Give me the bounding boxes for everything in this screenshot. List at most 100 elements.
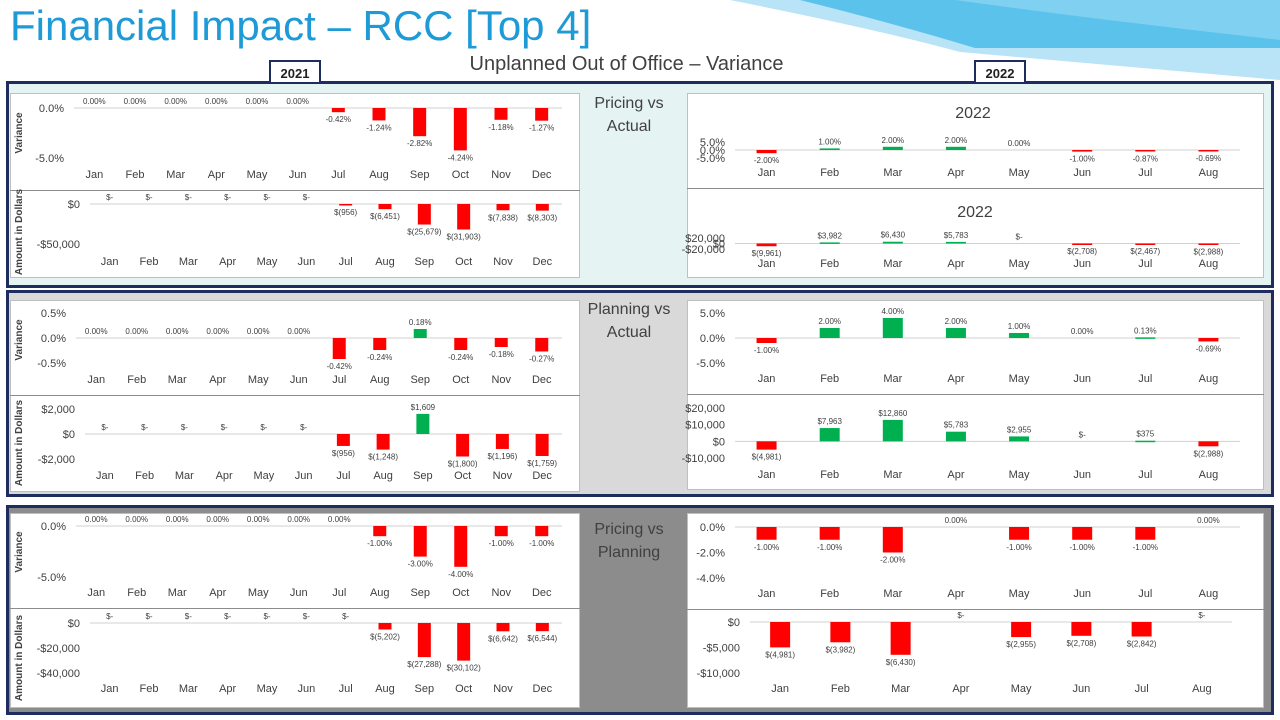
y-tick-label: 0.0% bbox=[700, 333, 725, 345]
y-tick-label: $0 bbox=[713, 436, 725, 448]
data-label: $- bbox=[185, 193, 192, 202]
data-label: 0.00% bbox=[287, 327, 310, 336]
bar bbox=[496, 623, 510, 632]
category-label: Mar bbox=[883, 588, 902, 600]
y-tick-label: $10,000 bbox=[685, 420, 725, 432]
category-label: Sep bbox=[413, 470, 433, 482]
section-title-line: Planning vs bbox=[587, 301, 671, 318]
y-tick-label: -$10,000 bbox=[682, 453, 725, 465]
bar bbox=[535, 526, 549, 537]
section-title-pricing-vs-planning: Pricing vs Planning bbox=[580, 518, 678, 564]
category-label: May bbox=[257, 256, 278, 268]
category-label: Oct bbox=[452, 587, 469, 599]
bar bbox=[1135, 337, 1156, 339]
data-label: $(956) bbox=[334, 208, 357, 217]
data-label: -0.24% bbox=[367, 353, 392, 362]
bar bbox=[819, 148, 840, 150]
category-label: Apr bbox=[947, 373, 964, 385]
category-label: Nov bbox=[491, 374, 511, 386]
category-label: Aug bbox=[1199, 258, 1219, 270]
category-label: Dec bbox=[533, 256, 553, 268]
data-label: 0.00% bbox=[287, 515, 310, 524]
data-label: -0.42% bbox=[327, 362, 352, 371]
data-label: $(2,708) bbox=[1066, 639, 1096, 648]
data-label: $- bbox=[106, 612, 113, 621]
bar bbox=[535, 204, 549, 211]
bar bbox=[1135, 150, 1156, 152]
y-tick-label: 0.5% bbox=[41, 308, 66, 320]
data-label: 0.13% bbox=[1134, 326, 1157, 335]
row-label-amount: Amount in Dollars bbox=[14, 400, 25, 487]
y-tick-label: -$10,000 bbox=[697, 668, 740, 680]
data-label: $(6,642) bbox=[488, 634, 518, 643]
category-label: Jun bbox=[1073, 258, 1091, 270]
category-label: Mar bbox=[179, 683, 198, 695]
category-label: Feb bbox=[126, 169, 145, 181]
category-label: May bbox=[1009, 469, 1030, 481]
category-label: May bbox=[1009, 373, 1030, 385]
category-label: Apr bbox=[947, 469, 964, 481]
data-label: -2.82% bbox=[407, 139, 432, 148]
bar bbox=[882, 419, 903, 442]
pane-divider bbox=[10, 608, 580, 609]
row-label-amount: Amount in Dollars bbox=[14, 189, 25, 276]
category-label: Mar bbox=[891, 683, 910, 695]
category-label: May bbox=[257, 683, 278, 695]
category-label: Apr bbox=[209, 374, 226, 386]
bar bbox=[945, 431, 966, 442]
y-tick-label: -$5,000 bbox=[703, 643, 740, 655]
category-label: Apr bbox=[208, 169, 225, 181]
category-label: Jan bbox=[101, 683, 119, 695]
bar bbox=[1135, 440, 1156, 443]
category-label: Jun bbox=[295, 470, 313, 482]
category-label: Apr bbox=[947, 588, 964, 600]
data-label: 2.00% bbox=[945, 136, 968, 145]
y-tick-label: $0 bbox=[63, 429, 75, 441]
data-label: -0.87% bbox=[1133, 154, 1158, 163]
category-label: May bbox=[248, 587, 269, 599]
category-label: Aug bbox=[1192, 683, 1212, 695]
bar bbox=[413, 526, 427, 557]
category-label: Nov bbox=[493, 256, 513, 268]
category-label: Apr bbox=[947, 258, 964, 270]
category-label: Jul bbox=[1138, 373, 1152, 385]
category-label: Mar bbox=[179, 256, 198, 268]
bar bbox=[1135, 527, 1156, 540]
data-label: -1.00% bbox=[367, 539, 392, 548]
category-label: May bbox=[247, 169, 268, 181]
category-label: Feb bbox=[127, 587, 146, 599]
data-label: 2.00% bbox=[945, 317, 968, 326]
y-tick-label: -5.0% bbox=[696, 358, 725, 370]
bar bbox=[413, 108, 427, 137]
bar bbox=[819, 242, 840, 244]
data-label: -0.18% bbox=[489, 350, 514, 359]
y-tick-label: 0.0% bbox=[39, 103, 64, 115]
row-label-variance: Variance bbox=[14, 319, 25, 361]
y-tick-label: -$40,000 bbox=[37, 668, 80, 680]
y-tick-label: -4.0% bbox=[696, 573, 725, 585]
y-tick-label: $2,000 bbox=[41, 404, 75, 416]
pane-pricing-actual-2021 bbox=[10, 93, 580, 278]
bar bbox=[756, 338, 777, 343]
bar bbox=[373, 526, 387, 537]
data-label: -0.27% bbox=[529, 355, 554, 364]
bar bbox=[453, 108, 467, 151]
data-label: $(5,202) bbox=[370, 633, 400, 642]
data-label: $(2,842) bbox=[1127, 639, 1157, 648]
category-label: Feb bbox=[135, 470, 154, 482]
category-label: Jul bbox=[331, 169, 345, 181]
page-title: Financial Impact – RCC [Top 4] bbox=[10, 2, 592, 49]
data-label: -0.42% bbox=[326, 115, 351, 124]
data-label: $(2,988) bbox=[1194, 449, 1224, 458]
data-label: $(6,430) bbox=[886, 658, 916, 667]
data-label: $(2,467) bbox=[1130, 247, 1160, 256]
category-label: Mar bbox=[883, 258, 902, 270]
section-title-line: Actual bbox=[606, 324, 652, 341]
y-tick-label: $20,000 bbox=[685, 403, 725, 415]
y-tick-label: 0.0% bbox=[41, 521, 66, 533]
data-label: $- bbox=[1016, 233, 1023, 242]
pane-divider bbox=[10, 395, 580, 396]
bar bbox=[495, 434, 509, 449]
y-tick-label: -$50,000 bbox=[37, 239, 80, 251]
section-title-line: Planning bbox=[597, 544, 661, 561]
